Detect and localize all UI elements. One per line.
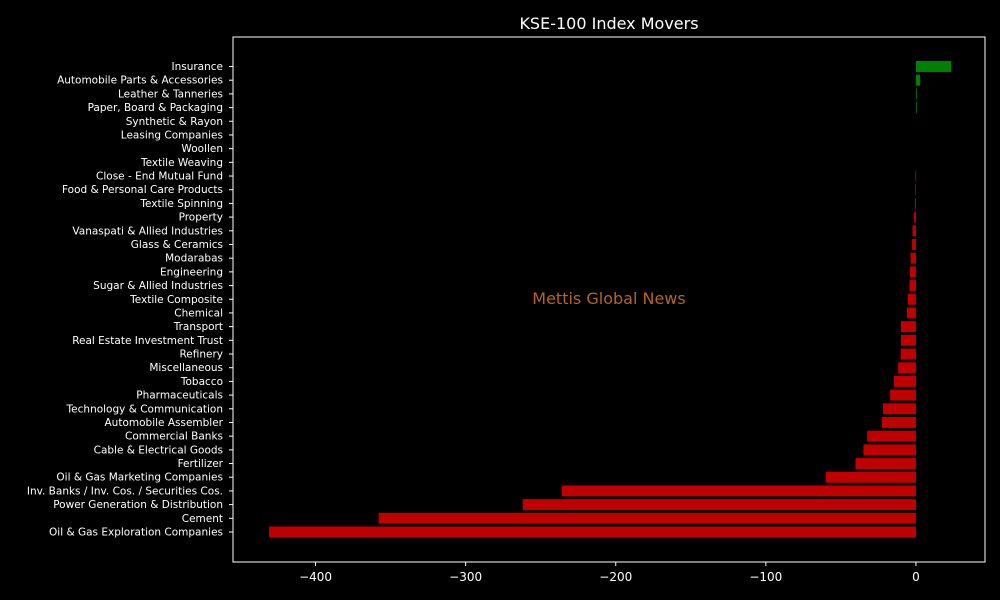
- category-label: Paper, Board & Packaging: [88, 102, 223, 114]
- category-label: Miscellaneous: [149, 362, 223, 374]
- category-label: Synthetic & Rayon: [126, 116, 223, 128]
- chart-title: KSE-100 Index Movers: [519, 14, 698, 33]
- watermark-text: Mettis Global News: [532, 289, 685, 308]
- category-label: Commercial Banks: [125, 431, 223, 443]
- x-tick-label: −200: [599, 570, 632, 584]
- bar: [915, 61, 952, 72]
- category-label: Property: [179, 212, 223, 224]
- category-label: Vanaspati & Allied Industries: [72, 225, 223, 237]
- category-label: Inv. Banks / Inv. Cos. / Securities Cos.: [27, 485, 223, 497]
- bar: [909, 280, 916, 292]
- bar: [522, 499, 916, 511]
- bar: [378, 512, 916, 524]
- bar: [906, 307, 916, 319]
- bar: [909, 266, 916, 278]
- bar: [863, 444, 916, 456]
- x-tick-label: −300: [449, 570, 482, 584]
- bar: [900, 321, 916, 333]
- category-label: Technology & Communication: [66, 403, 223, 415]
- category-label: Cable & Electrical Goods: [94, 444, 223, 456]
- bar: [825, 471, 916, 483]
- bar: [894, 375, 916, 387]
- bar: [855, 458, 916, 470]
- category-label: Textile Composite: [129, 294, 223, 306]
- bar: [915, 74, 921, 86]
- category-label: Food & Personal Care Products: [62, 184, 223, 196]
- bar: [915, 184, 917, 196]
- category-label: Pharmaceuticals: [136, 390, 223, 402]
- bar: [912, 225, 916, 237]
- category-label: Oil & Gas Marketing Companies: [56, 472, 223, 484]
- category-label: Automobile Assembler: [105, 417, 224, 429]
- x-tick-label: 0: [912, 570, 920, 584]
- bars-group: [269, 61, 952, 538]
- bar: [914, 211, 916, 223]
- category-label: Sugar & Allied Industries: [93, 280, 223, 292]
- category-label: Insurance: [171, 61, 223, 73]
- category-label: Real Estate Investment Trust: [72, 335, 223, 347]
- bar: [900, 334, 916, 346]
- bar: [561, 485, 916, 497]
- category-label: Tobacco: [180, 376, 223, 388]
- bar: [898, 362, 916, 374]
- category-label: Refinery: [179, 349, 223, 361]
- category-label: Chemical: [174, 307, 223, 319]
- category-label: Woollen: [181, 143, 223, 155]
- bar: [915, 170, 917, 182]
- category-label: Oil & Gas Exploration Companies: [49, 527, 223, 539]
- category-label: Transport: [173, 321, 223, 333]
- bar: [914, 197, 916, 209]
- bar: [269, 526, 916, 538]
- category-label: Textile Weaving: [140, 157, 223, 169]
- category-label: Leather & Tanneries: [118, 88, 223, 100]
- category-label: Close - End Mutual Fund: [96, 171, 223, 183]
- bar: [881, 416, 916, 428]
- category-label: Automobile Parts & Accessories: [57, 75, 223, 87]
- category-label: Leasing Companies: [121, 129, 223, 141]
- category-label: Power Generation & Distribution: [53, 499, 223, 511]
- x-axis: −400 −300 −200 −100 0: [299, 562, 920, 584]
- bar: [912, 239, 916, 250]
- category-label: Glass & Ceramics: [131, 239, 223, 251]
- bar: [867, 430, 916, 442]
- bar: [910, 252, 916, 264]
- bar: [890, 389, 916, 401]
- bar: [900, 348, 916, 360]
- bar: [907, 293, 916, 305]
- category-label: Engineering: [160, 266, 223, 278]
- bar: [915, 102, 917, 114]
- x-tick-label: −400: [299, 570, 332, 584]
- category-label: Textile Spinning: [139, 198, 223, 210]
- category-label: Fertilizer: [178, 458, 224, 470]
- bar: [915, 88, 917, 100]
- category-label: Cement: [182, 513, 223, 525]
- category-label: Modarabas: [165, 253, 223, 265]
- x-tick-label: −100: [749, 570, 782, 584]
- bar: [882, 403, 916, 415]
